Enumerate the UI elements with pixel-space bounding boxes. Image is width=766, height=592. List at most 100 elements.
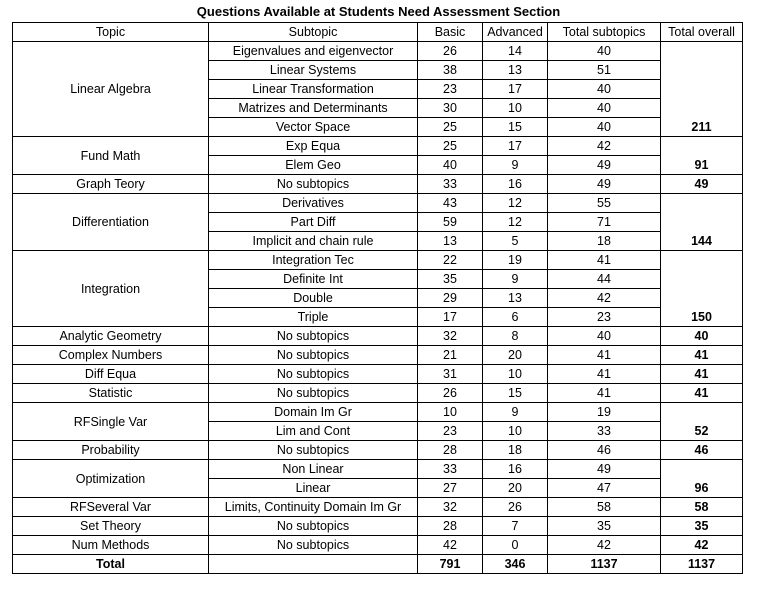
totals-advanced: 346 — [482, 554, 548, 574]
advanced-cell: 12 — [482, 212, 548, 232]
total-subtopics-cell: 58 — [547, 497, 661, 517]
topic-cell: Set Theory — [12, 516, 209, 536]
advanced-cell: 14 — [482, 41, 548, 61]
table-row: Num Methods No subtopics 42 0 42 42 — [12, 535, 743, 555]
basic-cell: 25 — [417, 136, 483, 156]
total-subtopics-cell: 55 — [547, 193, 661, 213]
topic-cell: Complex Numbers — [12, 345, 209, 365]
total-subtopics-cell: 40 — [547, 41, 661, 61]
basic-cell: 35 — [417, 269, 483, 289]
advanced-cell: 0 — [482, 535, 548, 555]
advanced-cell: 10 — [482, 98, 548, 118]
total-subtopics-cell: 40 — [547, 117, 661, 137]
total-overall-cell: 46 — [660, 440, 743, 460]
basic-cell: 10 — [417, 402, 483, 422]
subtopic-cell: Exp Equa — [208, 136, 418, 156]
subtopic-cell: Eigenvalues and eigenvector — [208, 41, 418, 61]
total-overall-cell: 96 — [660, 459, 743, 498]
topic-cell: Differentiation — [12, 193, 209, 251]
subtopic-cell: Definite Int — [208, 269, 418, 289]
total-subtopics-cell: 19 — [547, 402, 661, 422]
table-row: Diff Equa No subtopics 31 10 41 41 — [12, 364, 743, 384]
subtopic-cell: No subtopics — [208, 535, 418, 555]
totals-overall: 1137 — [660, 554, 743, 574]
total-overall-cell: 40 — [660, 326, 743, 346]
basic-cell: 13 — [417, 231, 483, 251]
advanced-cell: 10 — [482, 364, 548, 384]
basic-cell: 59 — [417, 212, 483, 232]
advanced-cell: 10 — [482, 421, 548, 441]
basic-cell: 42 — [417, 535, 483, 555]
total-subtopics-cell: 18 — [547, 231, 661, 251]
total-subtopics-cell: 44 — [547, 269, 661, 289]
header-subtopic: Subtopic — [208, 22, 418, 42]
subtopic-cell: Derivatives — [208, 193, 418, 213]
topic-cell: RFSingle Var — [12, 402, 209, 441]
total-overall-cell: 41 — [660, 383, 743, 403]
total-overall-cell: 49 — [660, 174, 743, 194]
total-subtopics-cell: 41 — [547, 383, 661, 403]
subtopic-cell: Double — [208, 288, 418, 308]
subtopic-cell: Limits, Continuity Domain Im Gr — [208, 497, 418, 517]
total-overall-cell: 42 — [660, 535, 743, 555]
basic-cell: 30 — [417, 98, 483, 118]
topic-cell: Num Methods — [12, 535, 209, 555]
advanced-cell: 16 — [482, 459, 548, 479]
advanced-cell: 8 — [482, 326, 548, 346]
basic-cell: 26 — [417, 41, 483, 61]
total-overall-cell: 58 — [660, 497, 743, 517]
total-subtopics-cell: 49 — [547, 174, 661, 194]
total-overall-cell: 211 — [660, 41, 743, 137]
advanced-cell: 6 — [482, 307, 548, 327]
header-topic: Topic — [12, 22, 209, 42]
basic-cell: 26 — [417, 383, 483, 403]
basic-cell: 32 — [417, 326, 483, 346]
advanced-cell: 16 — [482, 174, 548, 194]
total-subtopics-cell: 41 — [547, 250, 661, 270]
total-subtopics-cell: 42 — [547, 136, 661, 156]
total-overall-cell: 144 — [660, 193, 743, 251]
subtopic-cell: No subtopics — [208, 345, 418, 365]
table-row: Vector Space 25 15 40 — [13, 117, 743, 137]
subtopic-cell: Non Linear — [208, 459, 418, 479]
basic-cell: 28 — [417, 516, 483, 536]
total-subtopics-cell: 40 — [547, 326, 661, 346]
header-basic: Basic — [417, 22, 483, 42]
table-row: Linear Transformation 23 17 40 — [13, 79, 743, 99]
advanced-cell: 5 — [482, 231, 548, 251]
subtopic-cell: Linear Transformation — [208, 79, 418, 99]
advanced-cell: 26 — [482, 497, 548, 517]
totals-label: Total — [12, 554, 209, 574]
table-row: Optimization Non Linear 33 16 49 96 — [12, 459, 743, 498]
topic-cell: Fund Math — [12, 136, 209, 175]
basic-cell: 40 — [417, 155, 483, 175]
basic-cell: 38 — [417, 60, 483, 80]
topic-cell: Probability — [12, 440, 209, 460]
basic-cell: 21 — [417, 345, 483, 365]
table-row: Definite Int 35 9 44 — [13, 269, 743, 289]
total-subtopics-cell: 71 — [547, 212, 661, 232]
subtopic-cell: Domain Im Gr — [208, 402, 418, 422]
total-overall-cell: 150 — [660, 250, 743, 327]
subtopic-cell: Part Diff — [208, 212, 418, 232]
basic-cell: 23 — [417, 79, 483, 99]
subtopic-cell: Implicit and chain rule — [208, 231, 418, 251]
table-row: Part Diff 59 12 71 — [13, 212, 743, 232]
questions-table: Topic Subtopic Basic Advanced Total subt… — [12, 22, 743, 574]
total-subtopics-cell: 51 — [547, 60, 661, 80]
subtopic-cell: No subtopics — [208, 440, 418, 460]
advanced-cell: 19 — [482, 250, 548, 270]
total-subtopics-cell: 40 — [547, 79, 661, 99]
subtopic-cell: Integration Tec — [208, 250, 418, 270]
advanced-cell: 9 — [482, 155, 548, 175]
advanced-cell: 20 — [482, 478, 548, 498]
total-subtopics-cell: 46 — [547, 440, 661, 460]
basic-cell: 23 — [417, 421, 483, 441]
advanced-cell: 7 — [482, 516, 548, 536]
table-row: Probability No subtopics 28 18 46 46 — [12, 440, 743, 460]
subtopic-cell: Vector Space — [208, 117, 418, 137]
table-body: Topic Subtopic Basic Advanced Total subt… — [12, 22, 743, 574]
basic-cell: 32 — [417, 497, 483, 517]
total-overall-cell: 41 — [660, 345, 743, 365]
topic-cell: Optimization — [12, 459, 209, 498]
